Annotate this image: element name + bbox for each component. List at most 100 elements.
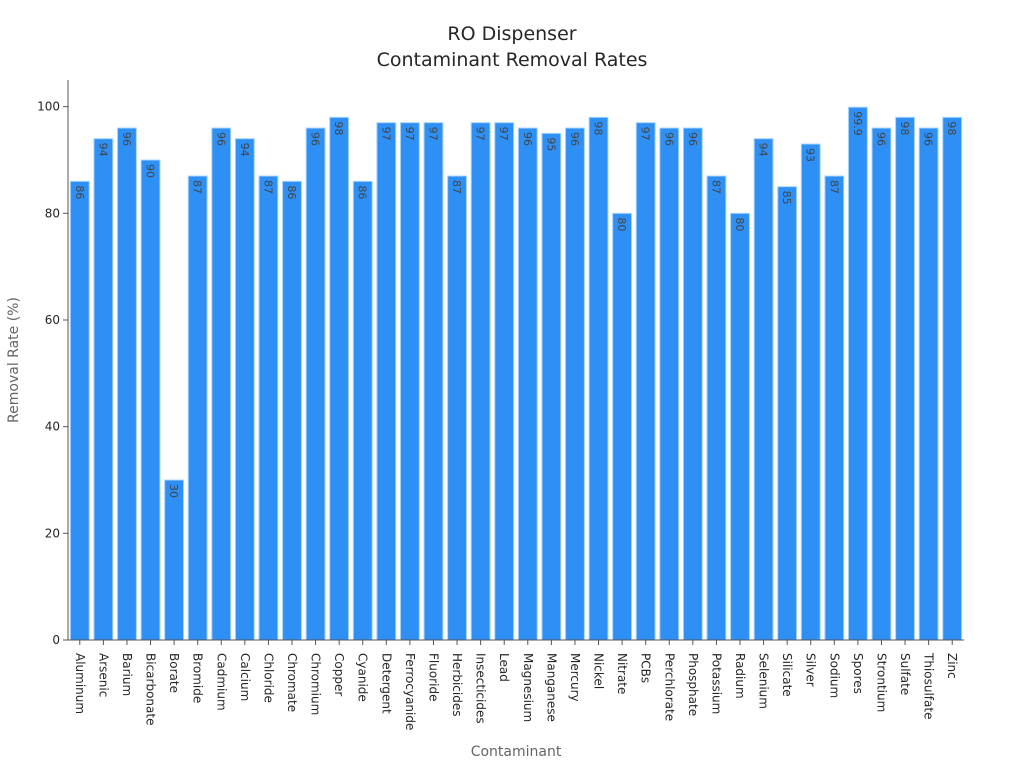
data-label: 96 (309, 132, 322, 146)
x-tick-label: Cyanide (356, 653, 370, 702)
bar (258, 175, 279, 641)
data-label: 86 (285, 185, 298, 199)
data-label: 87 (261, 180, 274, 194)
data-label: 96 (214, 132, 227, 146)
data-label: 94 (757, 143, 770, 157)
data-label: 94 (238, 143, 251, 157)
x-tick-label: Phosphate (686, 653, 700, 716)
x-tick-label: Insecticides (474, 653, 488, 724)
x-tick-label: Cadmium (214, 653, 228, 711)
bar (659, 127, 680, 641)
bar (282, 180, 302, 641)
x-tick-label: Radium (733, 653, 747, 699)
bar (777, 186, 798, 641)
x-tick-label: Fluoride (426, 653, 440, 701)
x-tick-label: Copper (332, 653, 346, 696)
bar (682, 127, 703, 641)
data-label: 97 (639, 127, 652, 141)
data-label: 96 (922, 132, 935, 146)
x-tick-label: Chromate (285, 653, 299, 712)
bar (69, 180, 90, 641)
bar (187, 175, 208, 641)
bar (117, 127, 137, 641)
bar (329, 116, 350, 641)
data-label: 87 (709, 180, 722, 194)
bar (93, 138, 114, 641)
bar (871, 127, 892, 641)
bar (447, 175, 467, 641)
x-tick-label: Strontium (874, 653, 888, 712)
bar (541, 132, 562, 641)
bar (895, 116, 915, 641)
x-tick-label: Calcium (238, 653, 252, 701)
bar (565, 127, 585, 641)
bar (824, 175, 845, 641)
bar (635, 122, 656, 641)
bar (305, 127, 326, 641)
bar (517, 127, 538, 641)
data-label: 95 (544, 137, 557, 151)
bar (612, 212, 633, 641)
x-tick-label: Detergent (379, 653, 393, 714)
y-tick-label: 20 (45, 526, 60, 540)
data-label: 94 (96, 143, 109, 157)
data-label: 96 (521, 132, 534, 146)
x-tick-label: Potassium (709, 653, 723, 714)
data-label: 93 (804, 148, 817, 162)
data-label: 98 (332, 121, 345, 135)
data-label: 97 (474, 127, 487, 141)
y-tick-label: 100 (37, 100, 60, 114)
x-tick-label: Nitrate (615, 653, 629, 694)
y-axis-label: Removal Rate (%) (6, 297, 22, 423)
bar (470, 122, 491, 641)
data-label: 97 (379, 127, 392, 141)
x-tick-label: Chromium (309, 653, 323, 715)
x-tick-label: Magnesium (521, 653, 535, 722)
data-label: 87 (191, 180, 204, 194)
bar (399, 122, 420, 641)
data-label: 85 (780, 191, 793, 205)
data-label: 87 (450, 180, 463, 194)
bar (918, 127, 939, 641)
bar (730, 212, 750, 641)
bar (352, 180, 373, 641)
data-label: 80 (615, 217, 628, 231)
x-tick-label: Bicarbonate (144, 653, 158, 725)
x-tick-label: Herbicides (450, 653, 464, 716)
x-tick-label: Arsenic (96, 653, 110, 697)
data-label: 96 (568, 132, 581, 146)
bar (376, 122, 397, 641)
x-tick-label: Silver (804, 653, 818, 687)
x-tick-label: Barium (120, 653, 134, 696)
bar (753, 138, 774, 641)
bar (942, 116, 963, 641)
x-tick-label: Manganese (544, 653, 558, 722)
y-tick-label: 60 (45, 313, 60, 327)
chart-title: RO Dispenser (447, 23, 576, 45)
x-tick-label: Borate (167, 653, 181, 693)
bar (211, 127, 232, 641)
data-label: 97 (403, 127, 416, 141)
bar (588, 116, 609, 641)
x-tick-label: Aluminum (73, 653, 87, 714)
x-tick-label: Sodium (827, 653, 841, 698)
data-label: 86 (356, 185, 369, 199)
x-tick-label: Spores (851, 653, 865, 694)
x-tick-label: Selenium (757, 653, 771, 709)
data-label: 96 (120, 132, 133, 146)
y-tick-label: 0 (52, 633, 60, 647)
x-tick-label: Thiosulfate (922, 652, 936, 719)
x-tick-label: Bromide (191, 653, 205, 703)
x-axis-label: Contaminant (471, 744, 562, 760)
data-label: 30 (167, 484, 180, 498)
x-tick-label: Lead (497, 653, 511, 682)
bar (494, 122, 515, 641)
x-tick-label: PCBs (639, 653, 653, 683)
x-tick-label: Sulfate (898, 653, 912, 695)
chart-subtitle: Contaminant Removal Rates (377, 49, 648, 71)
bar (164, 479, 185, 641)
bar (423, 122, 444, 641)
data-label: 98 (592, 121, 605, 135)
x-tick-label: Chloride (261, 653, 275, 703)
